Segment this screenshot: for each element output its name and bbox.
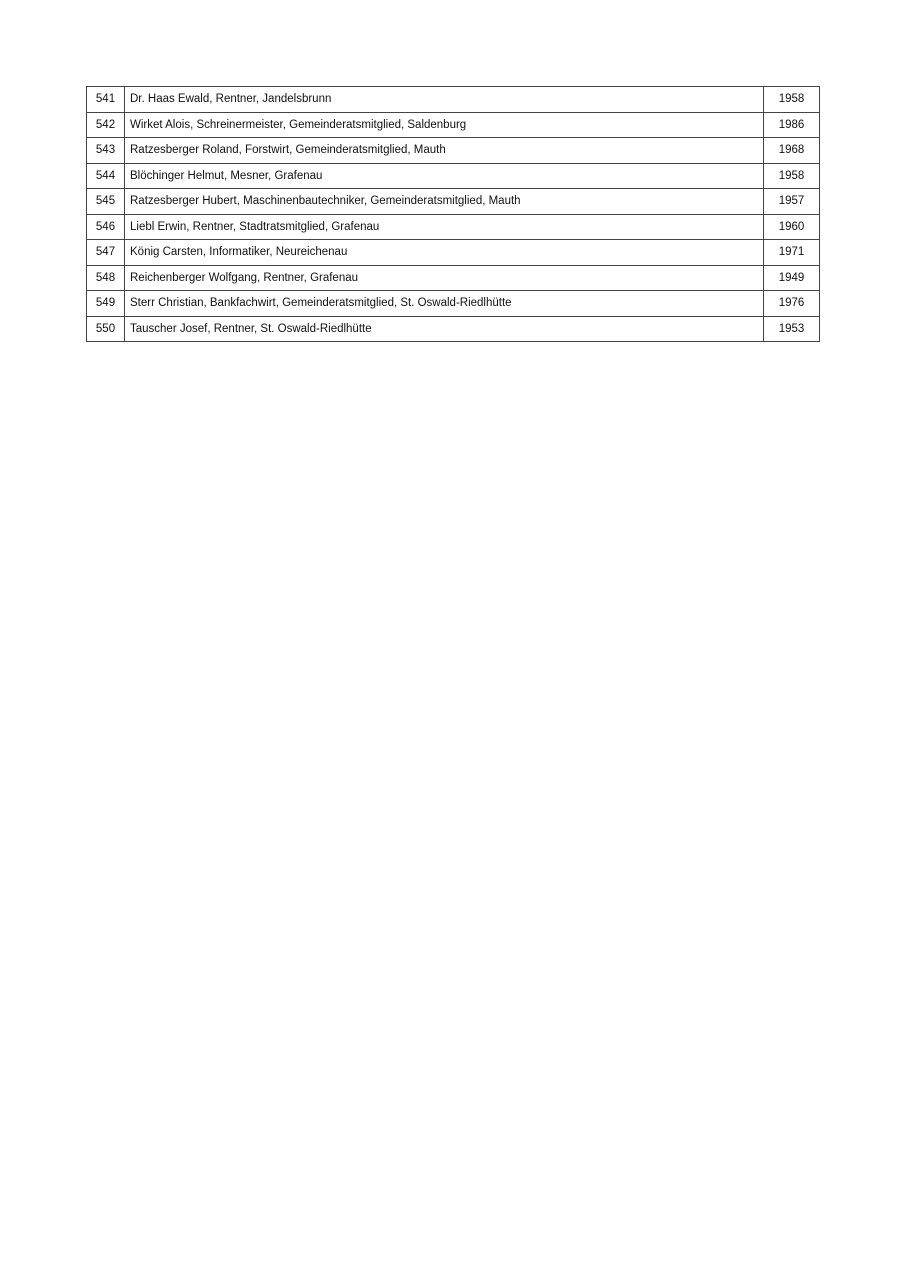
table-row: 546 Liebl Erwin, Rentner, Stadtratsmitgli… (86, 213, 820, 240)
table-row: 545 Ratzesberger Hubert, Maschinenbautech… (86, 188, 820, 215)
table-row: 541 Dr. Haas Ewald, Rentner, Jandelsbrunn… (86, 86, 820, 113)
row-number: 541 (86, 86, 125, 113)
row-year: 1968 (763, 137, 820, 164)
row-year: 1958 (763, 162, 820, 189)
row-year: 1958 (763, 86, 820, 113)
row-number: 544 (86, 162, 125, 189)
row-number: 546 (86, 213, 125, 240)
row-description: Ratzesberger Roland, Forstwirt, Gemeinde… (124, 137, 764, 164)
row-year: 1953 (763, 315, 820, 342)
row-number: 548 (86, 264, 125, 291)
row-description: Liebl Erwin, Rentner, Stadtratsmitglied,… (124, 213, 764, 240)
row-description: Ratzesberger Hubert, Maschinenbautechnik… (124, 188, 764, 215)
row-number: 542 (86, 111, 125, 138)
table-row: 542 Wirket Alois, Schreinermeister, Gemei… (86, 111, 820, 138)
table-row: 550 Tauscher Josef, Rentner, St. Oswald-R… (86, 315, 820, 342)
row-description: Sterr Christian, Bankfachwirt, Gemeinder… (124, 290, 764, 317)
row-year: 1971 (763, 239, 820, 266)
row-number: 547 (86, 239, 125, 266)
row-description: Wirket Alois, Schreinermeister, Gemeinde… (124, 111, 764, 138)
row-number: 545 (86, 188, 125, 215)
table-row: 549 Sterr Christian, Bankfachwirt, Gemein… (86, 290, 820, 317)
table-row: 547 König Carsten, Informatiker, Neureich… (86, 239, 820, 266)
row-year: 1986 (763, 111, 820, 138)
row-year: 1960 (763, 213, 820, 240)
members-table: 541 Dr. Haas Ewald, Rentner, Jandelsbrunn… (86, 86, 820, 342)
table-row: 543 Ratzesberger Roland, Forstwirt, Gemei… (86, 137, 820, 164)
row-number: 543 (86, 137, 125, 164)
row-year: 1949 (763, 264, 820, 291)
row-number: 549 (86, 290, 125, 317)
row-description: Reichenberger Wolfgang, Rentner, Grafena… (124, 264, 764, 291)
row-year: 1957 (763, 188, 820, 215)
row-description: Blöchinger Helmut, Mesner, Grafenau (124, 162, 764, 189)
row-description: Tauscher Josef, Rentner, St. Oswald-Ried… (124, 315, 764, 342)
table-row: 544 Blöchinger Helmut, Mesner, Grafenau 19… (86, 162, 820, 189)
row-description: Dr. Haas Ewald, Rentner, Jandelsbrunn (124, 86, 764, 113)
row-description: König Carsten, Informatiker, Neureichena… (124, 239, 764, 266)
row-year: 1976 (763, 290, 820, 317)
table-row: 548 Reichenberger Wolfgang, Rentner, Graf… (86, 264, 820, 291)
row-number: 550 (86, 315, 125, 342)
